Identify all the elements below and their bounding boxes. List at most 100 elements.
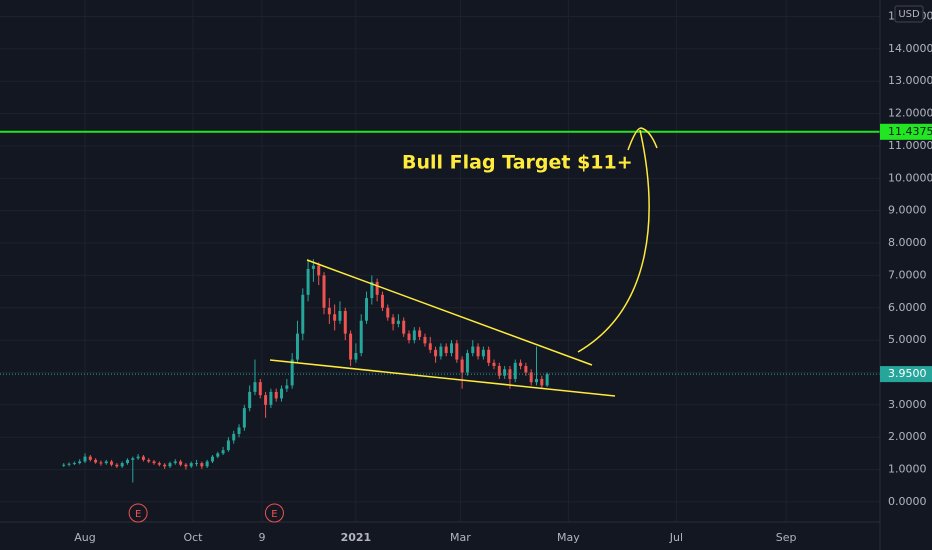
candle-body — [200, 463, 204, 467]
candle-body — [104, 461, 108, 464]
candle-body — [386, 307, 390, 318]
candle-body — [120, 463, 124, 467]
candle-body — [524, 366, 528, 373]
y-tick-label: 11.0000 — [888, 139, 932, 152]
candle-body — [434, 349, 438, 357]
candle-body — [338, 310, 342, 321]
candle-body — [125, 459, 129, 464]
candle-body — [72, 463, 76, 465]
candle-body — [465, 353, 469, 373]
candles — [0, 130, 880, 483]
axes: 0.00001.00002.00003.00004.00005.00006.00… — [74, 10, 932, 544]
candle-body — [412, 330, 416, 341]
x-tick-label: May — [557, 531, 580, 544]
candle-body — [168, 463, 172, 467]
candle-body — [519, 362, 523, 367]
candle-body — [258, 382, 262, 396]
candle-body — [205, 461, 209, 467]
candle-body — [540, 378, 544, 386]
candle-body — [333, 314, 337, 321]
earnings-label: E — [271, 509, 277, 520]
y-tick-label: 14.0000 — [888, 42, 932, 55]
earnings-marker — [128, 503, 148, 523]
candle-body — [545, 374, 549, 386]
last-price-box — [880, 366, 932, 383]
y-tick-label: 8.0000 — [888, 236, 927, 249]
arrow-head — [627, 127, 658, 151]
x-tick-label: 2021 — [341, 531, 372, 544]
candle-body — [487, 349, 491, 363]
candle-body — [115, 464, 119, 467]
candle-body — [365, 298, 369, 321]
candle-body — [195, 463, 199, 465]
candle-body — [439, 346, 443, 357]
x-tick-label: Mar — [450, 531, 471, 544]
trend-lines — [269, 127, 658, 397]
y-tick-label: 10.0000 — [888, 171, 932, 184]
y-tick-label: 13.0000 — [888, 74, 932, 87]
candle-body — [83, 456, 87, 462]
candle-body — [295, 333, 299, 360]
candle-body — [359, 320, 363, 354]
candle-body — [423, 336, 427, 344]
candle-body — [396, 320, 400, 324]
candle-body — [476, 346, 480, 357]
y-tick-label: 5.0000 — [888, 333, 927, 346]
candle-body — [242, 408, 246, 428]
candle-body — [349, 333, 353, 360]
candle-body — [455, 343, 459, 360]
candle-body — [322, 275, 326, 308]
earnings-marker — [264, 503, 284, 523]
candle-body — [354, 353, 358, 360]
lower-trend-line — [269, 359, 616, 397]
y-tick-label: 2.0000 — [888, 430, 927, 443]
candle-body — [157, 463, 161, 465]
candle-body — [513, 362, 517, 379]
candle-body — [290, 359, 294, 386]
candle-body — [380, 294, 384, 308]
candle-body — [343, 310, 347, 334]
candle-body — [534, 378, 538, 383]
candle-body — [444, 346, 448, 354]
candle-body — [226, 440, 230, 451]
candle-body — [78, 461, 82, 464]
candle-body — [407, 333, 411, 341]
candle-body — [173, 461, 177, 464]
x-tick-label: Aug — [74, 531, 95, 544]
candle-body — [237, 427, 241, 434]
candle-body — [481, 349, 485, 357]
candle-body — [492, 362, 496, 367]
candle-body — [264, 395, 268, 405]
candle-body — [248, 391, 252, 409]
candle-body — [210, 456, 214, 462]
candle-body — [402, 320, 406, 334]
candle-body — [88, 456, 92, 460]
candle-body — [152, 461, 156, 464]
y-tick-label: 9.0000 — [888, 204, 927, 217]
candle-body — [131, 458, 135, 460]
candle-body — [460, 359, 464, 373]
y-tick-label: 6.0000 — [888, 301, 927, 314]
candle-body — [450, 343, 454, 354]
candle-body — [269, 391, 273, 405]
candle-body — [232, 433, 236, 441]
candle-body — [370, 281, 374, 299]
candle-body — [471, 346, 475, 354]
candle-body — [147, 459, 151, 462]
candle-body — [274, 391, 278, 399]
candle-body — [280, 388, 284, 399]
candle-body — [529, 372, 533, 383]
candle-body — [163, 464, 167, 467]
x-tick-label: 9 — [259, 531, 266, 544]
earnings-label: E — [135, 509, 141, 520]
upper-trend-line — [306, 259, 593, 366]
target-label-box — [880, 123, 932, 140]
candle-body — [221, 450, 225, 454]
candle-body — [375, 281, 379, 295]
y-tick-label: 0.0000 — [888, 495, 927, 508]
candle-body — [179, 461, 183, 465]
candle-body — [110, 461, 114, 465]
candle-body — [418, 330, 422, 337]
